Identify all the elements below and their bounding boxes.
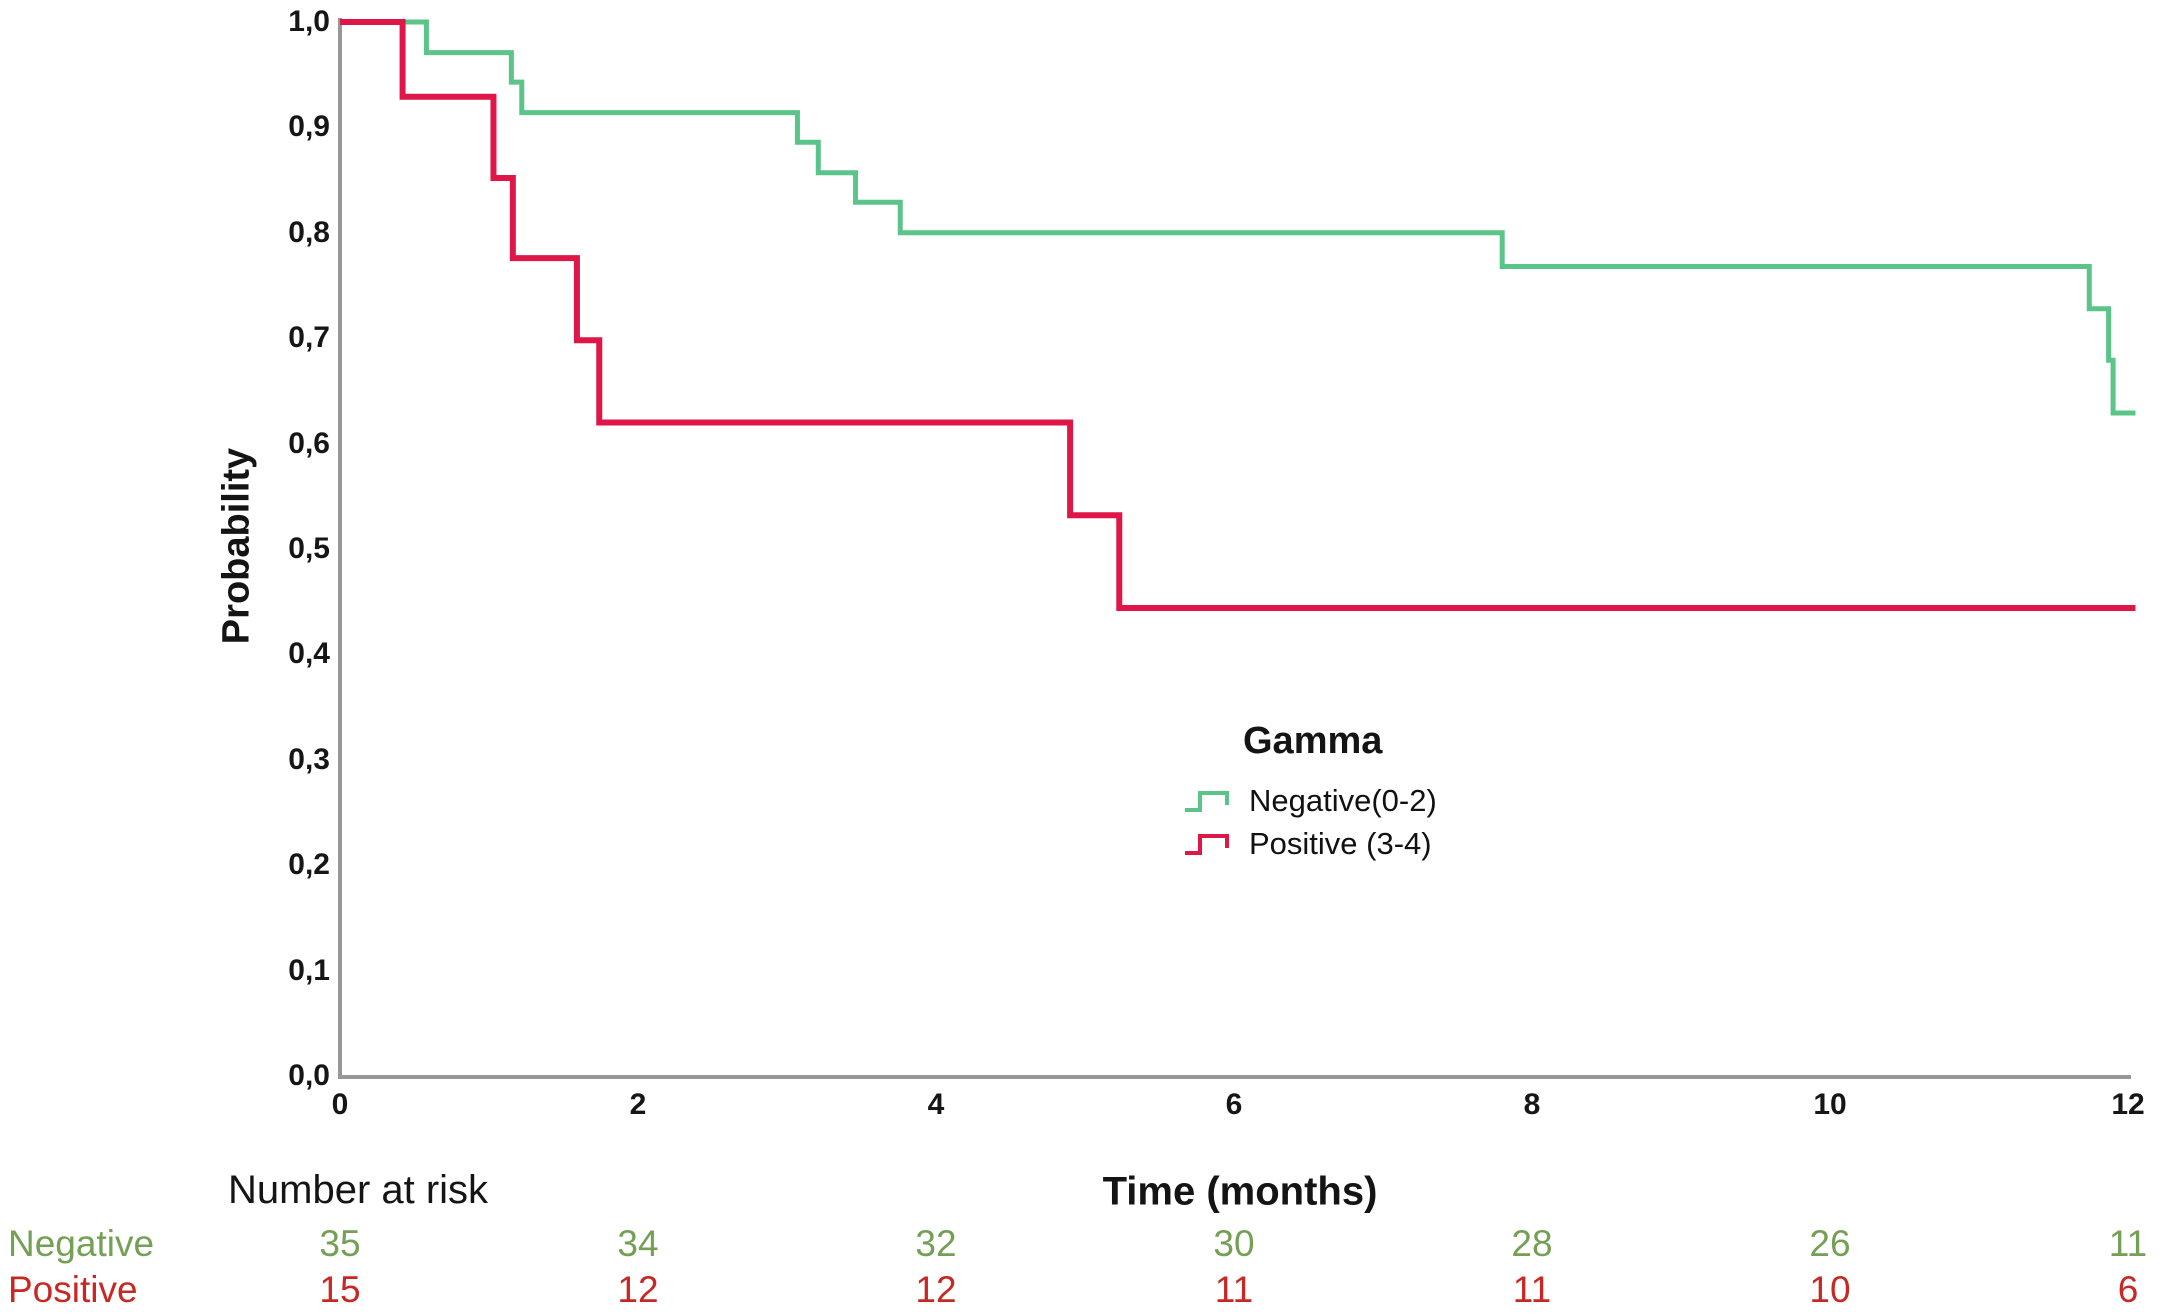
y-tick-label: 0,2 [288, 848, 330, 882]
y-tick-label: 0,7 [288, 321, 330, 355]
survival-curve-negative [340, 19, 2136, 416]
risk-value-negative-t6: 30 [1213, 1223, 1255, 1264]
legend-item-negative: Negative(0-2) [1183, 781, 1437, 821]
risk-value-negative-t10: 26 [1809, 1223, 1851, 1264]
risk-value-negative-t4: 32 [915, 1223, 957, 1264]
survival-curve-positive [340, 19, 2136, 611]
risk-value-negative-t0: 35 [319, 1223, 361, 1264]
x-tick-label: 4 [927, 1088, 945, 1121]
risk-value-positive-t12: 6 [2117, 1269, 2139, 1310]
legend-label-positive: Positive (3-4) [1249, 826, 1432, 861]
x-tick-label: 8 [1523, 1088, 1541, 1121]
x-tick-label: 10 [1813, 1088, 1847, 1121]
step-line-icon [1185, 791, 1229, 812]
legend-title: Gamma [1243, 720, 1383, 762]
x-tick-label: 2 [629, 1088, 647, 1121]
x-tick-label: 6 [1225, 1088, 1243, 1121]
risk-value-positive-t8: 11 [1512, 1269, 1552, 1310]
risk-value-negative-t8: 28 [1511, 1223, 1553, 1264]
legend-item-positive: Positive (3-4) [1183, 824, 1432, 864]
risk-value-positive-t2: 12 [617, 1269, 659, 1310]
y-tick-label: 0,8 [288, 215, 330, 249]
risk-value-positive-t4: 12 [915, 1269, 957, 1310]
risk-row-label-positive: Positive [8, 1269, 138, 1310]
risk-value-positive-t10: 10 [1809, 1269, 1851, 1310]
risk-value-positive-t6: 11 [1214, 1269, 1254, 1310]
y-tick-label: 0,1 [288, 953, 330, 987]
risk-value-negative-t2: 34 [617, 1223, 659, 1264]
x-tick-label: 0 [331, 1088, 349, 1121]
x-axis-title: Time (months) [1102, 1169, 1378, 1214]
step-line-icon [1185, 834, 1229, 855]
y-tick-label: 0,3 [288, 742, 330, 776]
risk-value-positive-t0: 15 [319, 1269, 361, 1310]
y-tick-label: 0,6 [288, 426, 330, 460]
risk-value-negative-t12: 11 [2108, 1223, 2148, 1264]
y-tick-label: 0,0 [288, 1059, 330, 1092]
y-tick-label: 0,9 [288, 110, 330, 144]
x-tick-label: 12 [2111, 1088, 2145, 1121]
y-tick-label: 1,0 [288, 5, 330, 38]
y-tick-label: 0,5 [288, 532, 330, 565]
y-tick-label: 0,4 [288, 637, 330, 671]
risk-table-title: Number at risk [228, 1168, 489, 1212]
legend-label-negative: Negative(0-2) [1249, 783, 1437, 818]
risk-row-label-negative: Negative [8, 1223, 155, 1264]
